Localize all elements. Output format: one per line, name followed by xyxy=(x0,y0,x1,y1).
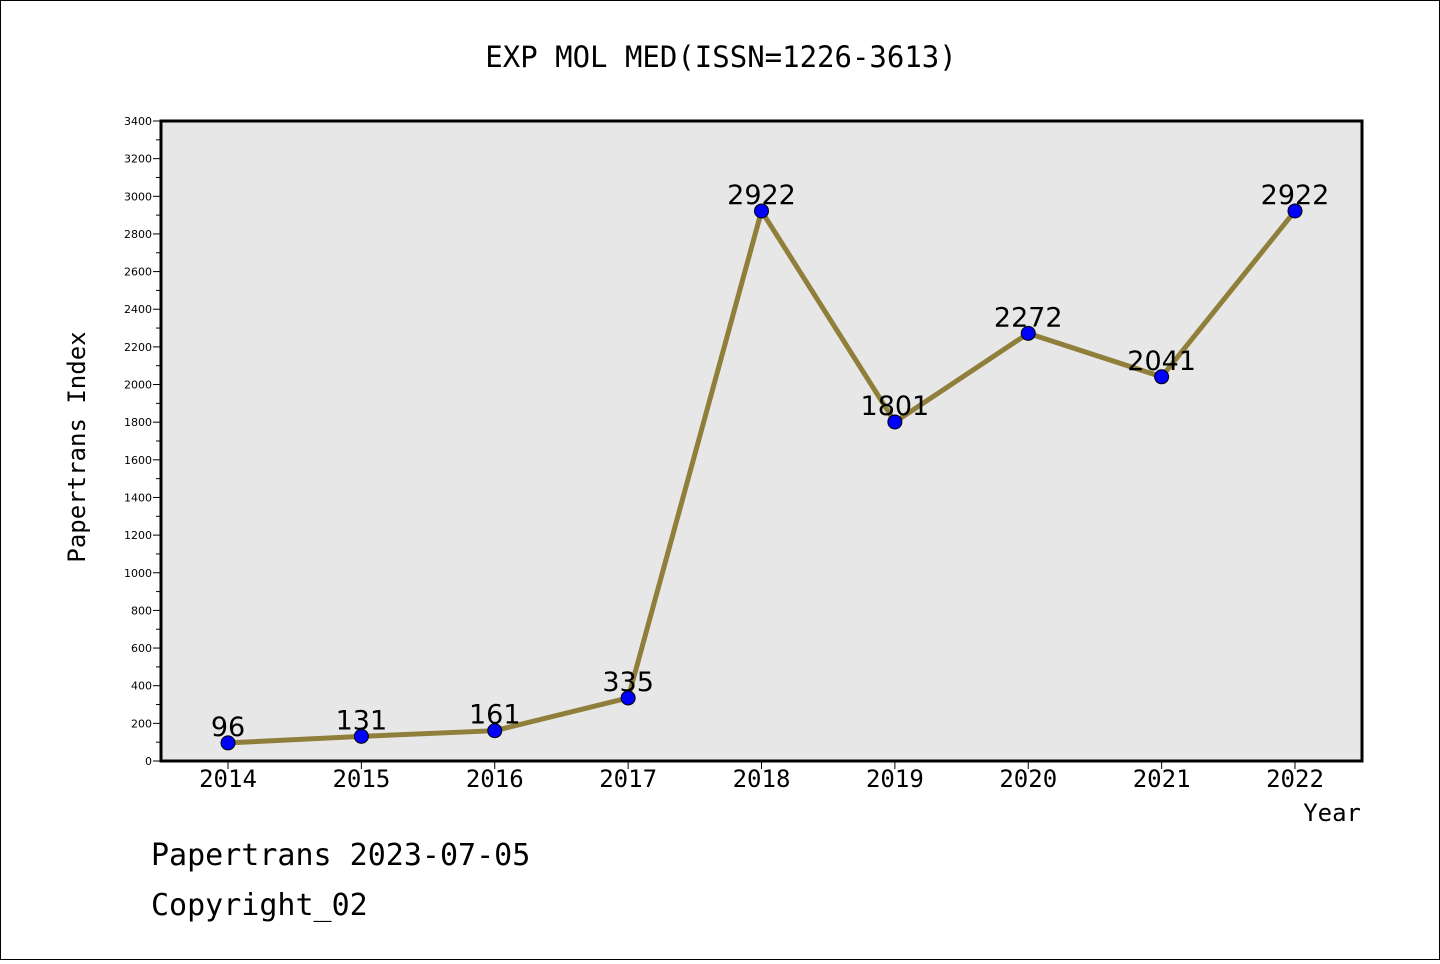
data-label-2016: 161 xyxy=(469,700,521,731)
x-axis: 2014 2015 2016 2017 2018 2019 2020 2021 2022 xyxy=(199,761,1324,793)
data-label-2017: 335 xyxy=(602,667,654,698)
x-tick-label-2021: 2021 xyxy=(1133,765,1191,793)
y-tick-label-0: 0 xyxy=(145,755,152,768)
y-tick-label-1200: 1200 xyxy=(124,529,152,542)
data-point-2020 xyxy=(1020,325,1036,341)
chart-title: EXP MOL MED(ISSN=1226-3613) xyxy=(485,40,956,74)
y-tick-label-400: 400 xyxy=(131,680,152,693)
y-tick-label-3400: 3400 xyxy=(124,115,152,128)
x-tick-label-2016: 2016 xyxy=(466,765,524,793)
y-tick-label-1400: 1400 xyxy=(124,491,152,504)
data-label-2015: 131 xyxy=(336,705,388,736)
x-tick-label-2017: 2017 xyxy=(599,765,657,793)
data-point-2019 xyxy=(887,414,903,430)
x-tick-label-2019: 2019 xyxy=(866,765,924,793)
data-point-2017 xyxy=(620,690,636,706)
data-label-2020: 2272 xyxy=(994,302,1063,333)
data-point-2022 xyxy=(1287,203,1303,219)
x-tick-label-2018: 2018 xyxy=(733,765,791,793)
footer-date: Papertrans 2023-07-05 xyxy=(151,838,530,873)
plot-area xyxy=(159,119,1364,763)
y-tick-label-2000: 2000 xyxy=(124,379,152,392)
data-markers xyxy=(220,203,1303,751)
data-label-2021: 2041 xyxy=(1127,346,1196,377)
y-tick-label-2400: 2400 xyxy=(124,303,152,316)
x-axis-label: Year xyxy=(1303,799,1361,827)
y-tick-label-1600: 1600 xyxy=(124,454,152,467)
y-tick-label-3200: 3200 xyxy=(124,153,152,166)
y-axis-label: Papertrans Index xyxy=(63,331,91,562)
data-point-2021 xyxy=(1154,369,1170,385)
y-tick-label-2800: 2800 xyxy=(124,228,152,241)
y-tick-label-2600: 2600 xyxy=(124,266,152,279)
y-axis: 0 200 400 600 800 1000 1200 1400 1600 1800 2000 220… xyxy=(124,115,161,768)
y-tick-label-1000: 1000 xyxy=(124,567,152,580)
y-tick-label-3000: 3000 xyxy=(124,190,152,203)
x-tick-label-2014: 2014 xyxy=(199,765,257,793)
data-label-2022: 2922 xyxy=(1261,180,1330,211)
y-tick-label-2200: 2200 xyxy=(124,341,152,354)
x-tick-label-2022: 2022 xyxy=(1266,765,1324,793)
y-tick-label-600: 600 xyxy=(131,642,152,655)
data-label-2018: 2922 xyxy=(727,180,796,211)
y-tick-label-200: 200 xyxy=(131,717,152,730)
data-label-2019: 1801 xyxy=(861,391,930,422)
y-tick-label-1800: 1800 xyxy=(124,416,152,429)
y-tick-label-800: 800 xyxy=(131,604,152,617)
x-tick-label-2020: 2020 xyxy=(999,765,1057,793)
data-point-2014 xyxy=(220,735,236,751)
x-tick-label-2015: 2015 xyxy=(332,765,390,793)
data-label-2014: 96 xyxy=(211,712,245,743)
data-point-2018 xyxy=(754,203,769,219)
data-point-2016 xyxy=(487,723,503,739)
data-point-2015 xyxy=(353,728,369,744)
data-labels: 96 131 161 335 2922 1801 2272 2041 2922 xyxy=(211,180,1330,743)
footer-copyright: Copyright_02 xyxy=(151,888,368,923)
